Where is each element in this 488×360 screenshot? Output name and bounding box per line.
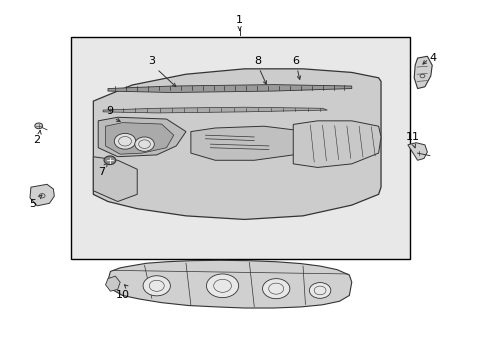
Polygon shape: [93, 157, 137, 202]
Text: 3: 3: [148, 56, 155, 66]
Polygon shape: [103, 107, 327, 113]
Text: 11: 11: [405, 132, 419, 142]
Text: 2: 2: [33, 135, 40, 145]
Circle shape: [262, 279, 289, 299]
Text: 7: 7: [99, 167, 105, 177]
Text: 6: 6: [292, 55, 299, 66]
Text: 10: 10: [115, 290, 129, 300]
Text: 4: 4: [429, 53, 436, 63]
Polygon shape: [108, 260, 351, 308]
Circle shape: [35, 123, 42, 129]
Polygon shape: [293, 121, 380, 167]
Text: 5: 5: [29, 199, 36, 209]
Circle shape: [114, 134, 136, 149]
Circle shape: [135, 137, 154, 151]
Polygon shape: [190, 126, 303, 160]
Polygon shape: [407, 143, 427, 160]
Polygon shape: [105, 123, 173, 154]
Text: 1: 1: [236, 15, 243, 25]
Circle shape: [143, 276, 170, 296]
Polygon shape: [108, 85, 351, 93]
Polygon shape: [105, 276, 120, 291]
Polygon shape: [413, 56, 431, 89]
Polygon shape: [93, 69, 380, 220]
Circle shape: [309, 283, 330, 298]
Text: 9: 9: [106, 106, 113, 116]
Circle shape: [206, 274, 238, 298]
Text: 8: 8: [254, 56, 261, 66]
Circle shape: [104, 156, 116, 165]
Bar: [71, 37, 409, 259]
Polygon shape: [30, 184, 54, 206]
Polygon shape: [98, 117, 185, 157]
